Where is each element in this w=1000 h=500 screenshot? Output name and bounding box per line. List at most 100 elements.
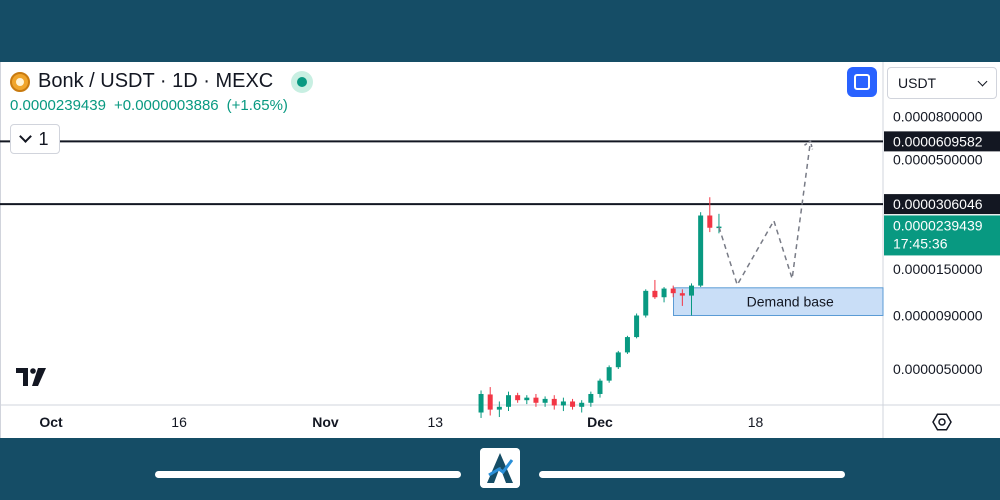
price-change: +0.0000003886 — [113, 97, 219, 114]
market-open-icon — [291, 70, 314, 93]
time-tick-label: Nov — [312, 414, 339, 430]
tradingview-logo-icon[interactable] — [14, 365, 54, 389]
candle-body — [524, 397, 530, 401]
candle — [579, 400, 585, 413]
demand-zone-label: Demand base — [747, 294, 834, 310]
candle-body — [570, 401, 576, 407]
price-tick-label: 0.0000050000 — [893, 361, 983, 377]
time-tick-label: 13 — [428, 414, 444, 430]
candle-body — [698, 215, 704, 286]
candle — [624, 335, 630, 354]
candle-body — [624, 337, 630, 353]
candle-body — [506, 395, 511, 407]
indicator-count: 1 — [38, 128, 49, 149]
app-logo-icon — [480, 448, 520, 488]
currency-value: USDT — [898, 75, 937, 91]
candle — [551, 395, 557, 410]
settings-icon-outline — [932, 413, 952, 431]
level-price-tag — [884, 194, 1000, 215]
level-price-tag-label: 0.0000306046 — [893, 196, 983, 212]
candle — [560, 397, 566, 412]
candle-body — [689, 285, 694, 296]
level-price-tag-label: 0.0000609582 — [893, 133, 983, 149]
top-band — [0, 0, 1000, 62]
candle-body — [679, 293, 685, 296]
candle — [478, 390, 484, 418]
candle-body — [661, 288, 667, 298]
candle-body — [707, 215, 713, 228]
candle — [515, 392, 521, 403]
level-price-tag — [884, 131, 1000, 152]
projection-path — [718, 141, 812, 287]
candle — [643, 289, 649, 318]
time-tick-label: 16 — [171, 414, 187, 430]
candle — [652, 279, 658, 299]
candle-body — [496, 406, 502, 410]
candle-body — [560, 401, 566, 406]
home-indicator-right — [539, 471, 845, 478]
candle — [542, 396, 548, 407]
current-price-tag — [884, 215, 1000, 256]
price-tick-label: 0.0000800000 — [893, 109, 983, 125]
settings-icon — [932, 413, 952, 431]
last-price: 0.0000239439 — [10, 97, 106, 114]
price-change-pct: (+1.65%) — [226, 97, 288, 114]
time-tick-label: Dec — [587, 414, 613, 430]
candle-body — [542, 398, 548, 403]
candle-body — [515, 395, 521, 401]
title-row: Bonk / USDT · 1D · MEXC — [10, 70, 314, 93]
candle — [707, 197, 713, 233]
candle-body — [615, 352, 621, 368]
candle-body — [652, 290, 658, 298]
time-tick-label: 18 — [748, 414, 764, 430]
chart-card: 0.0000800000 0.0000500000 0.0000150000 0.00… — [0, 62, 1000, 438]
quote-row: 0.0000239439 +0.0000003886 (+1.65%) — [10, 97, 313, 114]
candle-body — [533, 397, 539, 403]
fullscreen-button[interactable] — [847, 67, 877, 97]
chart-header: Bonk / USDT · 1D · MEXC 0.0000239439 +0.… — [10, 70, 314, 114]
price-tick-label: 0.0000500000 — [893, 151, 983, 167]
candle — [506, 391, 511, 412]
candle-body — [643, 290, 649, 316]
candle-body — [634, 315, 640, 338]
candle — [606, 365, 612, 383]
candle — [588, 391, 594, 407]
candle-body — [597, 380, 603, 394]
bonk-coin-icon — [10, 71, 30, 92]
symbol-title[interactable]: Bonk / USDT · 1D · MEXC — [38, 70, 274, 92]
projection-arrowhead — [804, 140, 814, 150]
candle — [670, 285, 676, 298]
candle — [496, 401, 502, 418]
candle — [524, 395, 530, 405]
candle-body — [588, 393, 594, 403]
candle — [698, 212, 704, 288]
current-price-label: 0.0000239439 — [893, 217, 983, 233]
settings-icon-center — [938, 418, 946, 426]
candle-body — [551, 398, 557, 406]
chevron-down-icon — [977, 76, 988, 86]
candle — [570, 398, 576, 410]
candle — [634, 313, 640, 339]
candle — [679, 289, 685, 306]
collapse-indicators-button[interactable]: 1 — [10, 124, 60, 154]
candle-body — [487, 394, 493, 410]
price-tick-label: 0.0000150000 — [893, 261, 983, 277]
candle — [533, 393, 539, 407]
candle-body — [478, 393, 484, 413]
home-indicator-left — [155, 471, 461, 478]
chart-canvas[interactable]: 0.0000800000 0.0000500000 0.0000150000 0.00… — [0, 62, 1000, 438]
fullscreen-icon — [854, 74, 870, 90]
currency-select[interactable]: USDT — [887, 67, 997, 99]
price-tick-label: 0.0000090000 — [893, 307, 983, 323]
candle-body — [606, 367, 612, 381]
demand-zone — [673, 287, 884, 316]
candle — [597, 378, 603, 398]
candle — [661, 287, 667, 303]
candle-countdown-label: 17:45:36 — [893, 235, 948, 251]
candle — [615, 350, 621, 369]
candle — [487, 387, 493, 416]
time-tick-label: Oct — [39, 414, 63, 430]
candle-body — [579, 402, 585, 407]
candle — [689, 283, 694, 316]
chevron-down-icon — [19, 130, 33, 143]
